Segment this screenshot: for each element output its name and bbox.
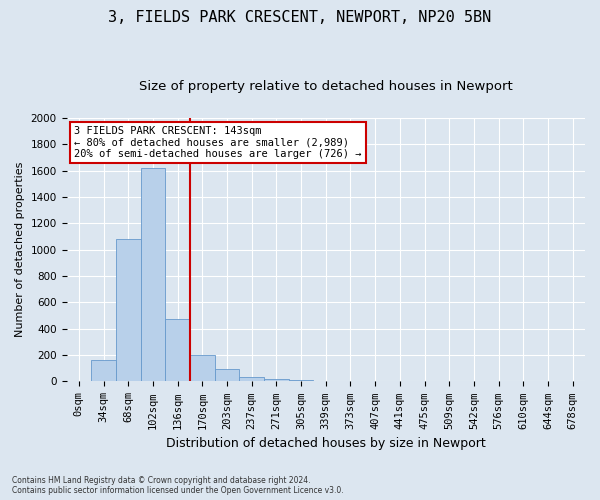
Bar (215, 368, 239, 382)
Bar (91, 360, 116, 382)
Bar (264, 378, 289, 382)
Y-axis label: Number of detached properties: Number of detached properties (15, 162, 25, 338)
Text: 3 FIELDS PARK CRESCENT: 143sqm
← 80% of detached houses are smaller (2,989)
20% : 3 FIELDS PARK CRESCENT: 143sqm ← 80% of … (74, 126, 362, 159)
Text: 3, FIELDS PARK CRESCENT, NEWPORT, NP20 5BN: 3, FIELDS PARK CRESCENT, NEWPORT, NP20 5… (109, 10, 491, 25)
Bar (190, 355, 215, 382)
Bar (116, 239, 140, 382)
Text: Contains HM Land Registry data © Crown copyright and database right 2024.
Contai: Contains HM Land Registry data © Crown c… (12, 476, 344, 495)
Title: Size of property relative to detached houses in Newport: Size of property relative to detached ho… (139, 80, 512, 93)
Bar (289, 380, 313, 382)
X-axis label: Distribution of detached houses by size in Newport: Distribution of detached houses by size … (166, 437, 485, 450)
Bar (239, 377, 264, 382)
Bar (140, 168, 165, 382)
Bar (165, 320, 190, 382)
